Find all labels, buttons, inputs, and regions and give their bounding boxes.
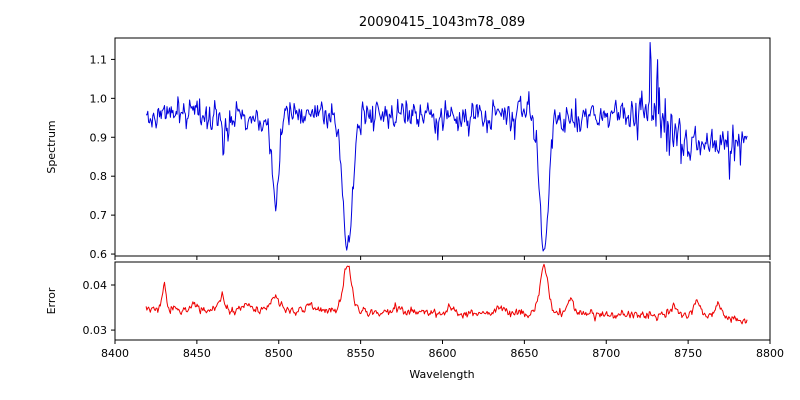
y-tick-label: 0.6 bbox=[90, 248, 108, 261]
x-tick-label: 8600 bbox=[429, 347, 457, 360]
x-tick-label: 8550 bbox=[347, 347, 375, 360]
x-tick-label: 8700 bbox=[592, 347, 620, 360]
x-tick-label: 8750 bbox=[674, 347, 702, 360]
y-tick-label: 0.9 bbox=[90, 131, 108, 144]
y-tick-label: 1.1 bbox=[90, 53, 108, 66]
spectrum-line bbox=[146, 42, 748, 252]
y-tick-label: 0.7 bbox=[90, 209, 108, 222]
x-axis-label: Wavelength bbox=[409, 368, 474, 381]
top-y-axis-label: Spectrum bbox=[45, 120, 58, 173]
error-line bbox=[145, 263, 748, 325]
y-tick-label: 0.04 bbox=[83, 279, 108, 292]
bottom-y-axis-label: Error bbox=[45, 287, 58, 314]
x-tick-label: 8500 bbox=[265, 347, 293, 360]
y-tick-label: 0.03 bbox=[83, 324, 108, 337]
x-tick-label: 8450 bbox=[183, 347, 211, 360]
x-tick-label: 8800 bbox=[756, 347, 784, 360]
spectrum-axes-frame bbox=[114, 37, 771, 257]
x-tick-label: 8400 bbox=[101, 347, 129, 360]
y-tick-label: 1.0 bbox=[90, 92, 108, 105]
chart-title: 20090415_1043m78_089 bbox=[359, 15, 525, 30]
x-tick-label: 8650 bbox=[510, 347, 538, 360]
y-tick-label: 0.8 bbox=[90, 170, 108, 183]
error-axes-frame bbox=[114, 261, 771, 341]
